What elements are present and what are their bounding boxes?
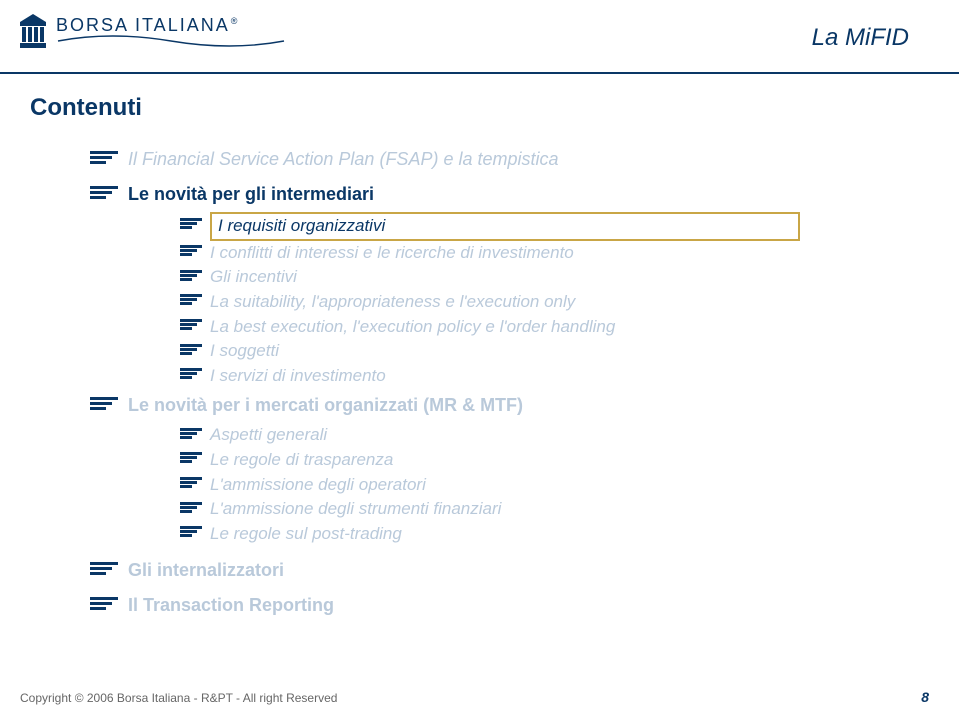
footer: Copyright © 2006 Borsa Italiana - R&PT -… (20, 691, 929, 705)
header-bar: BORSA ITALIANA® La MiFID (0, 0, 959, 74)
copyright-text: Copyright © 2006 Borsa Italiana - R&PT -… (20, 691, 337, 705)
bullet-sub-icon (180, 245, 202, 261)
section-title: Contenuti (30, 94, 959, 122)
content-area: Il Financial Service Action Plan (FSAP) … (90, 146, 959, 619)
sub-trasparenza: Le regole di trasparenza (180, 448, 959, 473)
bullet-main-icon (90, 597, 118, 617)
bullet-sub-icon (180, 452, 202, 468)
sublist-intermediari: I requisiti organizzativi I conflitti di… (180, 212, 959, 388)
bullet-sub-icon (180, 526, 202, 542)
sub-operatori-label: L'ammissione degli operatori (210, 473, 426, 498)
bullet-main-icon (90, 151, 118, 171)
registered-mark-icon: ® (231, 16, 238, 26)
item-fsap: Il Financial Service Action Plan (FSAP) … (90, 146, 959, 173)
sub-posttrading: Le regole sul post-trading (180, 522, 959, 547)
sub-incentivi: Gli incentivi (180, 265, 959, 290)
sub-incentivi-label: Gli incentivi (210, 265, 297, 290)
bullet-sub-icon (180, 428, 202, 444)
sub-suitability-label: La suitability, l'appropriateness e l'ex… (210, 290, 575, 315)
sub-soggetti: I soggetti (180, 339, 959, 364)
item-mercati: Le novità per i mercati organizzati (MR … (90, 392, 959, 419)
bullet-main-icon (90, 562, 118, 582)
bullet-sub-icon (180, 294, 202, 310)
logo-text: BORSA ITALIANA (56, 15, 230, 35)
item-mercati-label: Le novità per i mercati organizzati (MR … (128, 392, 523, 419)
item-intermediari-label: Le novità per gli intermediari (128, 181, 374, 208)
sub-strumenti-label: L'ammissione degli strumenti finanziari (210, 497, 501, 522)
bullet-sub-icon (180, 502, 202, 518)
bullet-sub-icon (180, 477, 202, 493)
sub-bestexec-label: La best execution, l'execution policy e … (210, 315, 615, 340)
item-fsap-label: Il Financial Service Action Plan (FSAP) … (128, 146, 559, 173)
sub-requisiti: I requisiti organizzativi (180, 212, 959, 241)
sublist-mercati: Aspetti generali Le regole di trasparenz… (180, 423, 959, 546)
item-internalizzatori: Gli internalizzatori (90, 557, 959, 584)
sub-aspetti-label: Aspetti generali (210, 423, 327, 448)
sub-strumenti: L'ammissione degli strumenti finanziari (180, 497, 959, 522)
sub-operatori: L'ammissione degli operatori (180, 473, 959, 498)
sub-trasparenza-label: Le regole di trasparenza (210, 448, 393, 473)
item-intermediari: Le novità per gli intermediari (90, 181, 959, 208)
logo-building-icon (20, 14, 46, 48)
item-transaction-label: Il Transaction Reporting (128, 592, 334, 619)
sub-servizi-label: I servizi di investimento (210, 364, 386, 389)
sub-conflitti: I conflitti di interessi e le ricerche d… (180, 241, 959, 266)
bullet-main-icon (90, 186, 118, 206)
sub-posttrading-label: Le regole sul post-trading (210, 522, 402, 547)
highlight-box: I requisiti organizzativi (210, 212, 800, 241)
bullet-sub-icon (180, 344, 202, 360)
bullet-sub-icon (180, 218, 202, 234)
item-transaction: Il Transaction Reporting (90, 592, 959, 619)
sub-aspetti: Aspetti generali (180, 423, 959, 448)
top-right-label: La MiFID (812, 24, 909, 52)
sub-requisiti-label: I requisiti organizzativi (218, 216, 385, 235)
bullet-sub-icon (180, 368, 202, 384)
bullet-sub-icon (180, 319, 202, 335)
sub-servizi: I servizi di investimento (180, 364, 959, 389)
sub-suitability: La suitability, l'appropriateness e l'ex… (180, 290, 959, 315)
bullet-main-icon (90, 397, 118, 417)
item-internalizzatori-label: Gli internalizzatori (128, 557, 284, 584)
logo-block: BORSA ITALIANA® (20, 14, 286, 48)
sub-conflitti-label: I conflitti di interessi e le ricerche d… (210, 241, 574, 266)
sub-soggetti-label: I soggetti (210, 339, 279, 364)
logo-underline-icon (56, 35, 286, 47)
bullet-sub-icon (180, 270, 202, 286)
sub-bestexec: La best execution, l'execution policy e … (180, 315, 959, 340)
page-number: 8 (921, 689, 929, 705)
